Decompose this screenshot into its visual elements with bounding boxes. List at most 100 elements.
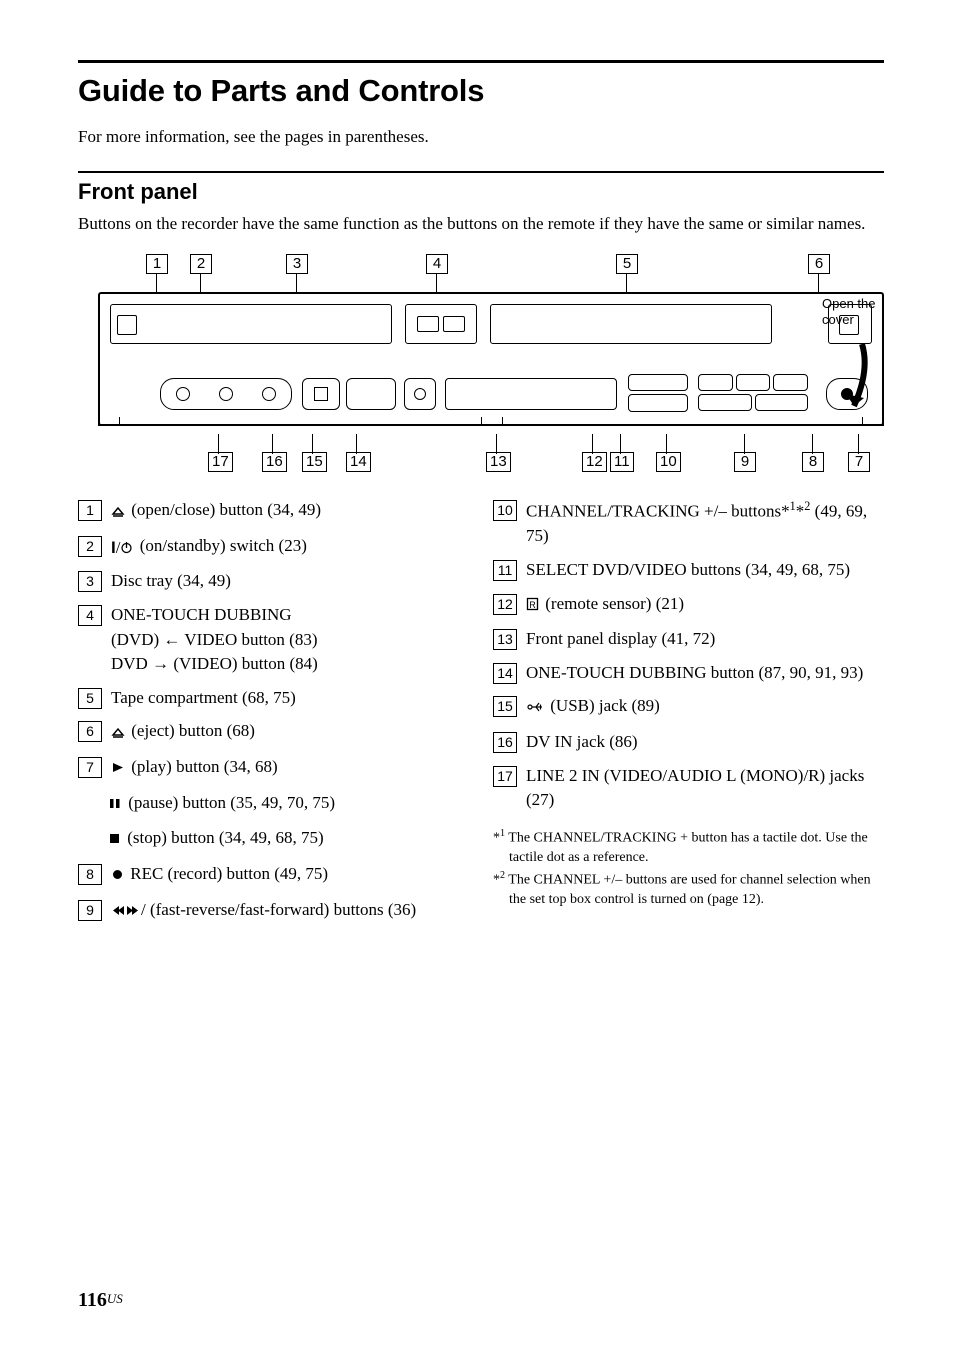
legend-column-right: 10 CHANNEL/TRACKING +/– buttons*1*2 (49, … (493, 498, 884, 933)
legend-item-5: 5 Tape compartment (68, 75) (78, 686, 469, 711)
rule-section (78, 171, 884, 173)
one-touch-dubbing-graphic (405, 304, 477, 344)
callout-17: 17 (208, 452, 233, 472)
otd-button-graphic (404, 378, 436, 410)
legend-text: I/ (on/standby) switch (23) (111, 534, 469, 561)
lower-panel-graphic (100, 364, 882, 424)
legend-text: (stop) button (34, 49, 68, 75) (108, 826, 469, 853)
callout-8: 8 (802, 452, 824, 472)
legend-item-3: 3 Disc tray (34, 49) (78, 569, 469, 594)
legend-item-2: 2 I/ (on/standby) switch (23) (78, 534, 469, 561)
legend-text: (play) button (34, 68) (111, 755, 469, 782)
legend-text: (open/close) button (34, 49) (111, 498, 469, 525)
line2-jacks-graphic (160, 378, 292, 410)
legend-text: (pause) button (35, 49, 70, 75) (108, 791, 469, 818)
legend-number-16: 16 (493, 732, 517, 753)
callout-12: 12 (582, 452, 607, 472)
legend-item-6: 6 (eject) button (68) (78, 719, 469, 746)
legend-number-10: 10 (493, 500, 517, 521)
callout-1: 1 (146, 254, 168, 274)
legend-number-13: 13 (493, 629, 517, 650)
legend-item-13: 13 Front panel display (41, 72) (493, 627, 884, 652)
page-number: 116US (78, 1289, 123, 1312)
legend-item-4: 4 ONE-TOUCH DUBBING(DVD) ← VIDEO button (… (78, 603, 469, 677)
dv-in-graphic (302, 378, 340, 410)
section-heading: Front panel (78, 179, 884, 205)
callout-15: 15 (302, 452, 327, 472)
disc-tray-graphic (110, 304, 392, 344)
legend-item-14: 14ONE-TOUCH DUBBING button (87, 90, 91, … (493, 661, 884, 686)
page-title: Guide to Parts and Controls (78, 73, 884, 109)
legend-number-5: 5 (78, 688, 102, 709)
manual-page: Guide to Parts and Controls For more inf… (0, 0, 954, 1352)
legend-item-12: 12R (remote sensor) (21) (493, 592, 884, 619)
intro-text: For more information, see the pages in p… (78, 127, 884, 147)
legend-number-1: 1 (78, 500, 102, 521)
legend-item-11: 11 SELECT DVD/VIDEO buttons (34, 49, 68, … (493, 558, 884, 583)
front-panel-diagram: 123456 Open the cover (78, 254, 884, 474)
legend-item: (stop) button (34, 49, 68, 75) (108, 826, 469, 853)
callout-2: 2 (190, 254, 212, 274)
legend-number-7: 7 (78, 757, 102, 778)
page-number-suffix: US (107, 1291, 123, 1306)
legend-item-15: 15 (USB) jack (89) (493, 694, 884, 721)
legend-text: Disc tray (34, 49) (111, 569, 469, 594)
legend-text: CHANNEL/TRACKING +/– buttons*1*2 (49, 69… (526, 498, 884, 549)
legend-number-12: 12 (493, 594, 517, 615)
select-ch-buttons-graphic (628, 374, 688, 412)
legend-text: Front panel display (41, 72) (526, 627, 884, 652)
callout-6: 6 (808, 254, 830, 274)
footnotes: *1 The CHANNEL/TRACKING + button has a t… (493, 827, 884, 910)
play-controls-graphic (698, 374, 808, 412)
callout-11: 11 (610, 452, 634, 472)
legend-item-1: 1 (open/close) button (34, 49) (78, 498, 469, 525)
legend-number-17: 17 (493, 766, 517, 787)
legend-number-15: 15 (493, 696, 517, 717)
legend-text: DV IN jack (86) (526, 730, 884, 755)
legend-item-17: 17 LINE 2 IN (VIDEO/AUDIO L (MONO)/R) jac… (493, 764, 884, 813)
legend-number-2: 2 (78, 536, 102, 557)
legend-item-10: 10 CHANNEL/TRACKING +/– buttons*1*2 (49, … (493, 498, 884, 549)
callout-5: 5 (616, 254, 638, 274)
parts-legend: 1 (open/close) button (34, 49) 2 I/ (on/st… (78, 498, 884, 933)
legend-text: REC (record) button (49, 75) (111, 862, 469, 889)
tape-compartment-graphic (490, 304, 772, 344)
legend-number-9: 9 (78, 900, 102, 921)
legend-text: (USB) jack (89) (526, 694, 884, 721)
legend-number-4: 4 (78, 605, 102, 626)
legend-text: / (fast-reverse/fast-forward) buttons (3… (111, 898, 469, 925)
callout-3: 3 (286, 254, 308, 274)
legend-number-14: 14 (493, 663, 517, 684)
legend-item: (pause) button (35, 49, 70, 75) (108, 791, 469, 818)
legend-text: SELECT DVD/VIDEO buttons (34, 49, 68, 75… (526, 558, 884, 583)
legend-column-left: 1 (open/close) button (34, 49) 2 I/ (on/st… (78, 498, 469, 933)
legend-number-3: 3 (78, 571, 102, 592)
legend-number-11: 11 (493, 560, 517, 581)
front-display-graphic (445, 378, 617, 410)
legend-item-7: 7 (play) button (34, 68) (78, 755, 469, 782)
callout-13: 13 (486, 452, 511, 472)
callout-10: 10 (656, 452, 681, 472)
legend-text: LINE 2 IN (VIDEO/AUDIO L (MONO)/R) jacks… (526, 764, 884, 813)
legend-item-8: 8 REC (record) button (49, 75) (78, 862, 469, 889)
callout-14: 14 (346, 452, 371, 472)
footnote: *1 The CHANNEL/TRACKING + button has a t… (493, 827, 884, 867)
callout-4: 4 (426, 254, 448, 274)
rule-top (78, 60, 884, 63)
legend-number-8: 8 (78, 864, 102, 885)
legend-number-6: 6 (78, 721, 102, 742)
usb-jack-graphic (346, 378, 396, 410)
open-cover-arrow-icon (840, 340, 874, 420)
footnote: *2 The CHANNEL +/– buttons are used for … (493, 869, 884, 909)
open-cover-label: Open the cover (822, 296, 886, 327)
section-text: Buttons on the recorder have the same fu… (78, 213, 884, 236)
callout-16: 16 (262, 452, 287, 472)
legend-item-16: 16 DV IN jack (86) (493, 730, 884, 755)
device-outline (98, 292, 884, 426)
legend-text: ONE-TOUCH DUBBING(DVD) ← VIDEO button (8… (111, 603, 469, 677)
callout-9: 9 (734, 452, 756, 472)
legend-text: Tape compartment (68, 75) (111, 686, 469, 711)
callout-7: 7 (848, 452, 870, 472)
legend-text: (eject) button (68) (111, 719, 469, 746)
page-number-value: 116 (78, 1289, 107, 1311)
